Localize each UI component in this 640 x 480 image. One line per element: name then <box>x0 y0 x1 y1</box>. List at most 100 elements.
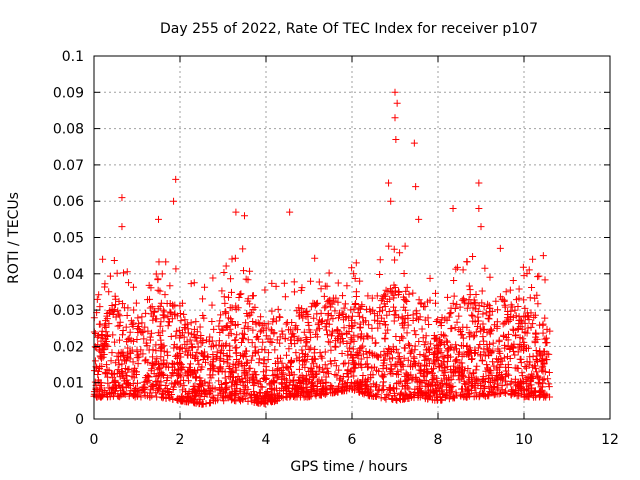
data-point <box>379 373 387 381</box>
data-point <box>334 332 342 340</box>
data-point <box>179 376 187 384</box>
data-point <box>200 314 208 322</box>
data-point <box>415 296 423 304</box>
data-point <box>289 381 297 389</box>
data-point <box>363 354 371 362</box>
data-point <box>315 367 323 375</box>
data-point <box>299 361 307 369</box>
data-point <box>176 360 184 368</box>
data-point <box>357 334 365 342</box>
data-point <box>521 363 529 371</box>
data-point <box>271 371 279 379</box>
data-point <box>531 337 539 345</box>
data-point <box>390 245 398 253</box>
data-point <box>300 391 308 399</box>
data-point <box>421 395 429 403</box>
data-point <box>166 394 174 402</box>
data-point <box>131 386 139 394</box>
data-point <box>192 318 200 326</box>
data-point <box>374 317 382 325</box>
data-point <box>181 340 189 348</box>
data-point <box>265 395 273 403</box>
data-point <box>258 321 266 329</box>
data-point <box>534 300 542 308</box>
data-point <box>515 285 523 293</box>
data-point <box>259 338 267 346</box>
data-point <box>197 331 205 339</box>
data-point <box>118 223 126 231</box>
data-point <box>411 346 419 354</box>
data-point <box>132 387 140 395</box>
data-point <box>235 358 243 366</box>
data-point <box>168 315 176 323</box>
data-point <box>97 353 105 361</box>
data-point <box>382 286 390 294</box>
data-point <box>187 370 195 378</box>
data-point <box>369 380 377 388</box>
data-point <box>244 276 252 284</box>
data-point <box>215 337 223 345</box>
data-point <box>243 358 251 366</box>
data-point <box>229 360 237 368</box>
data-point <box>321 361 329 369</box>
data-point <box>456 327 464 335</box>
data-point <box>507 391 515 399</box>
data-point <box>451 366 459 374</box>
data-point <box>126 328 134 336</box>
data-point <box>351 275 359 283</box>
y-tick-label: 0.02 <box>53 339 84 355</box>
data-point <box>125 392 133 400</box>
data-point <box>217 363 225 371</box>
data-point <box>249 306 257 314</box>
data-point <box>307 277 315 285</box>
data-point <box>472 328 480 336</box>
data-point <box>344 347 352 355</box>
data-point <box>262 332 270 340</box>
data-point <box>244 323 252 331</box>
data-point <box>213 352 221 360</box>
data-point <box>504 343 512 351</box>
data-point <box>184 329 192 337</box>
data-point <box>488 307 496 315</box>
data-point <box>157 369 165 377</box>
data-point <box>105 309 113 317</box>
data-point <box>375 385 383 393</box>
data-point <box>181 316 189 324</box>
data-point <box>286 208 294 216</box>
data-point <box>293 307 301 315</box>
data-point <box>509 347 517 355</box>
data-point <box>317 285 325 293</box>
data-point <box>512 331 520 339</box>
data-point <box>511 390 519 398</box>
data-point <box>145 373 153 381</box>
data-point <box>412 376 420 384</box>
data-point <box>460 297 468 305</box>
data-point <box>515 320 523 328</box>
data-point <box>507 307 515 315</box>
data-point <box>206 399 214 407</box>
data-point <box>452 341 460 349</box>
data-point <box>358 301 366 309</box>
data-point <box>201 358 209 366</box>
data-point <box>268 339 276 347</box>
data-point <box>401 306 409 314</box>
data-point <box>457 331 465 339</box>
data-point <box>126 381 134 389</box>
data-point <box>463 304 471 312</box>
data-point <box>192 374 200 382</box>
data-point <box>532 330 540 338</box>
data-point <box>324 338 332 346</box>
data-point <box>144 327 152 335</box>
data-point <box>292 381 300 389</box>
data-point <box>283 319 291 327</box>
data-point <box>99 255 107 263</box>
data-point <box>413 309 421 317</box>
data-point <box>432 299 440 307</box>
data-point <box>352 360 360 368</box>
data-point <box>525 373 533 381</box>
data-point <box>538 366 546 374</box>
data-point <box>494 384 502 392</box>
data-point <box>160 360 168 368</box>
data-point <box>399 315 407 323</box>
data-point <box>281 293 289 301</box>
